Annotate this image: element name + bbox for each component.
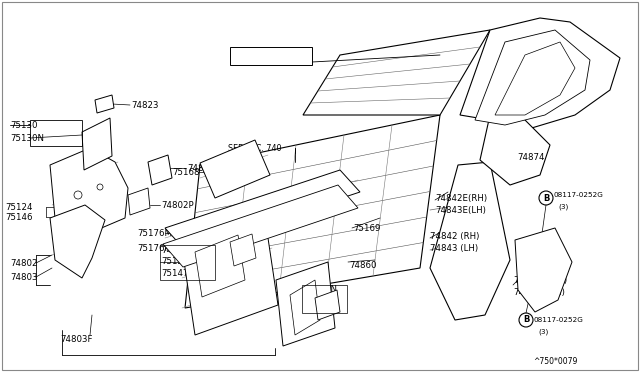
Bar xyxy=(230,47,312,65)
Polygon shape xyxy=(230,234,256,266)
Polygon shape xyxy=(195,235,245,297)
Polygon shape xyxy=(276,262,335,346)
Text: 74842 (RH): 74842 (RH) xyxy=(430,231,479,241)
Polygon shape xyxy=(163,185,358,267)
Text: 75147: 75147 xyxy=(161,269,189,279)
Polygon shape xyxy=(185,115,440,308)
Text: 08117-0252G: 08117-0252G xyxy=(554,192,604,198)
Polygon shape xyxy=(148,155,172,185)
Text: 75146: 75146 xyxy=(5,212,33,221)
Bar xyxy=(302,285,347,313)
Polygon shape xyxy=(182,218,278,335)
Polygon shape xyxy=(290,280,320,335)
Text: 74803F: 74803F xyxy=(60,336,93,344)
Text: 74824: 74824 xyxy=(304,310,332,318)
Bar xyxy=(30,120,82,146)
Text: B: B xyxy=(523,315,529,324)
Text: 08117-0252G: 08117-0252G xyxy=(534,317,584,323)
Polygon shape xyxy=(460,18,620,130)
Text: 74843 (LH): 74843 (LH) xyxy=(430,244,478,253)
Text: SEE SEC. 745: SEE SEC. 745 xyxy=(244,51,298,61)
Polygon shape xyxy=(475,30,590,125)
Text: 75169: 75169 xyxy=(353,224,380,232)
Text: ^750*0079: ^750*0079 xyxy=(534,357,578,366)
Text: 74803P: 74803P xyxy=(161,246,194,254)
Text: 74803: 74803 xyxy=(10,273,38,282)
Polygon shape xyxy=(50,148,128,235)
Polygon shape xyxy=(200,140,270,198)
Text: 74802P: 74802P xyxy=(161,201,194,209)
Text: 75176N: 75176N xyxy=(137,244,171,253)
Text: 74860: 74860 xyxy=(349,262,376,270)
Text: 75176M: 75176M xyxy=(137,228,172,237)
Text: SEE SEC. 740: SEE SEC. 740 xyxy=(228,144,282,153)
Polygon shape xyxy=(165,170,360,250)
Text: 74843E(LH): 74843E(LH) xyxy=(435,205,486,215)
Polygon shape xyxy=(128,188,150,215)
Polygon shape xyxy=(95,95,114,113)
Text: 75130: 75130 xyxy=(10,121,38,129)
Text: B: B xyxy=(543,193,549,202)
Polygon shape xyxy=(303,30,490,115)
Text: 75168: 75168 xyxy=(172,167,200,176)
Text: 74842E(RH): 74842E(RH) xyxy=(435,193,487,202)
Text: 74854N(LH): 74854N(LH) xyxy=(513,288,565,296)
Text: 75130N: 75130N xyxy=(10,134,44,142)
Polygon shape xyxy=(430,162,510,320)
Text: 74802F: 74802F xyxy=(187,164,220,173)
Text: 74854M(RH): 74854M(RH) xyxy=(513,276,567,285)
Text: (3): (3) xyxy=(558,204,568,210)
Text: 74874: 74874 xyxy=(517,153,545,161)
Text: 75124: 75124 xyxy=(5,202,33,212)
Text: 74823: 74823 xyxy=(131,100,159,109)
Text: 75125: 75125 xyxy=(161,257,189,266)
Polygon shape xyxy=(480,115,550,185)
Bar xyxy=(160,245,215,280)
Text: (3): (3) xyxy=(538,329,548,335)
Polygon shape xyxy=(515,228,572,312)
Polygon shape xyxy=(495,42,575,115)
Polygon shape xyxy=(50,205,105,278)
Text: 75131N: 75131N xyxy=(303,285,337,295)
Polygon shape xyxy=(82,118,112,170)
Polygon shape xyxy=(315,290,340,320)
Text: 75131: 75131 xyxy=(310,299,337,308)
Text: 74802: 74802 xyxy=(10,259,38,267)
